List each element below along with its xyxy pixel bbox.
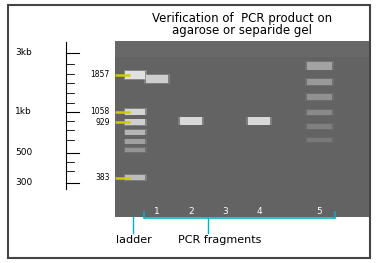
Text: 2: 2 <box>188 207 194 216</box>
Bar <box>307 94 332 100</box>
Bar <box>305 109 334 116</box>
Bar <box>180 117 202 125</box>
Bar <box>124 147 147 153</box>
Bar <box>307 138 332 142</box>
Text: 1: 1 <box>154 207 160 216</box>
Bar <box>124 174 147 181</box>
Text: PCR fragments: PCR fragments <box>178 235 261 245</box>
Text: 300: 300 <box>15 178 33 187</box>
Text: 500: 500 <box>15 148 33 157</box>
Bar <box>307 62 332 70</box>
Text: agarose or separide gel: agarose or separide gel <box>172 24 312 37</box>
Bar <box>307 124 332 129</box>
Bar <box>305 123 334 130</box>
Bar <box>307 110 332 115</box>
Bar <box>124 129 147 135</box>
Text: 383: 383 <box>95 173 110 182</box>
Bar <box>115 41 369 217</box>
Text: 1kb: 1kb <box>15 107 32 116</box>
Bar <box>124 70 147 80</box>
Text: Verification of  PCR product on: Verification of PCR product on <box>152 12 332 25</box>
Bar <box>124 108 147 115</box>
Bar <box>124 139 147 144</box>
Bar <box>305 93 334 101</box>
Text: 1058: 1058 <box>90 107 110 116</box>
Text: 3kb: 3kb <box>15 48 32 57</box>
Text: ladder: ladder <box>116 235 151 245</box>
Bar <box>125 130 145 135</box>
Text: 1857: 1857 <box>90 70 110 79</box>
Bar <box>125 109 145 115</box>
Bar <box>125 175 145 180</box>
Bar <box>124 119 147 126</box>
Bar <box>115 41 369 57</box>
Bar <box>246 117 272 125</box>
Bar <box>305 78 334 86</box>
Bar <box>125 148 145 152</box>
Text: 4: 4 <box>256 207 262 216</box>
Text: 3: 3 <box>222 207 228 216</box>
Bar <box>125 71 145 79</box>
Text: 929: 929 <box>95 118 110 127</box>
Bar <box>125 139 145 144</box>
Text: 5: 5 <box>316 207 322 216</box>
Bar <box>125 119 145 125</box>
Bar <box>248 117 270 125</box>
Bar <box>144 74 170 84</box>
Bar <box>305 61 334 70</box>
Bar <box>146 75 168 83</box>
Bar <box>305 137 334 143</box>
Bar <box>307 79 332 85</box>
Bar <box>178 117 204 125</box>
